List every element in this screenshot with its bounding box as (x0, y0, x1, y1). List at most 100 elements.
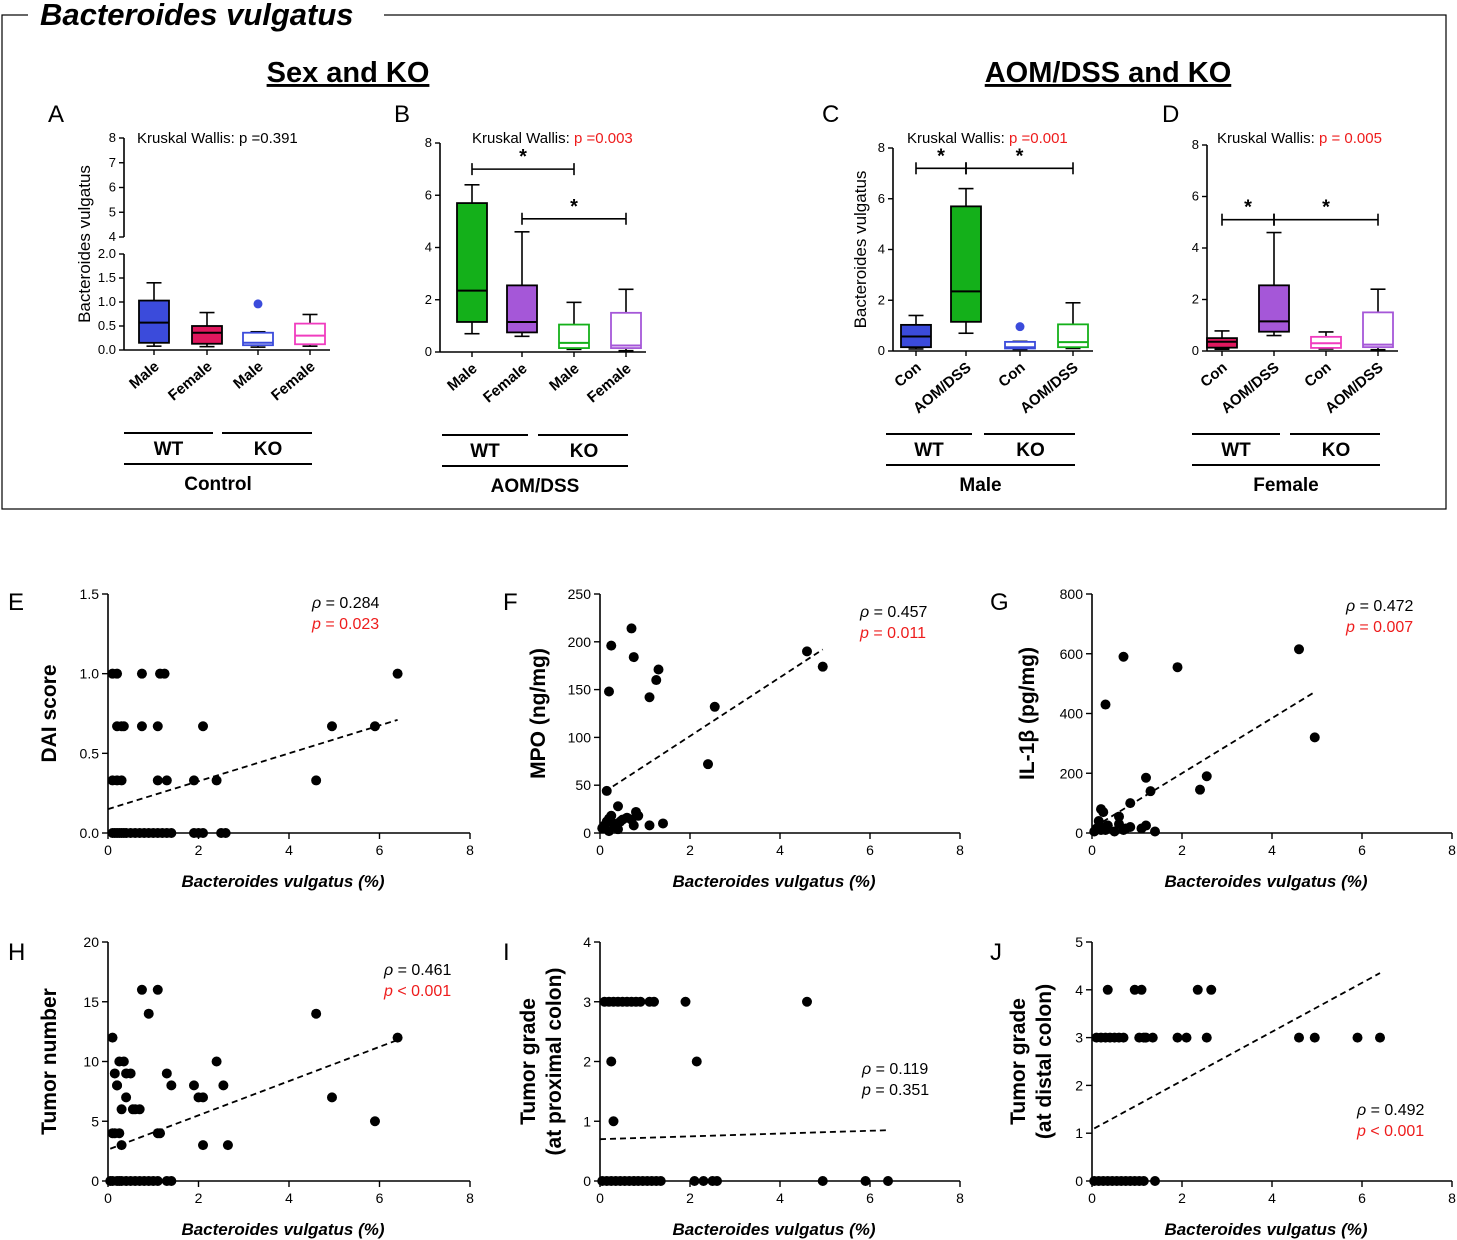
box-iqr (506, 284, 538, 334)
rho-number: = 0.461 (393, 962, 451, 979)
group-label-wt: WT (154, 439, 184, 460)
y-axis-label: IL-1β (pg/mg) (1016, 647, 1039, 780)
x-tick-label: 6 (376, 1190, 384, 1206)
y-axis-label-line: (at distal colon) (1033, 984, 1056, 1139)
rho-value: ρ = 0.284 (311, 595, 380, 612)
y-axis-label: Tumor number (38, 988, 61, 1135)
data-point (118, 721, 129, 732)
rho-symbol: ρ (861, 1061, 871, 1078)
y-tick-label: 200 (1060, 765, 1084, 781)
box-iqr (294, 322, 326, 346)
data-point (392, 668, 403, 679)
y-tick-label: 2 (878, 292, 885, 307)
data-point (311, 775, 322, 786)
data-point (658, 818, 668, 829)
panel-letter: B (394, 101, 410, 128)
p-symbol: p (1345, 619, 1355, 636)
rho-value: ρ = 0.457 (859, 604, 928, 621)
p-symbol: p (383, 983, 393, 1000)
y-tick-label: 0 (878, 343, 885, 358)
box-1 (900, 314, 932, 356)
p-value: p = 0.007 (1345, 619, 1413, 636)
data-point (1093, 816, 1104, 827)
data-point (1375, 1032, 1385, 1043)
x-tick-label: 2 (1178, 842, 1186, 858)
data-point (118, 1056, 129, 1067)
y-tick-label: 5 (1075, 934, 1083, 950)
y-tick-label: 100 (568, 729, 592, 745)
kw-prefix: Kruskal Wallis: (472, 130, 574, 147)
y-tick-label: 8 (425, 135, 432, 150)
x-tick-label: 8 (956, 842, 964, 858)
condition-label: Female (1253, 475, 1318, 496)
data-point (1294, 1032, 1304, 1043)
x-tick-label: 0 (596, 1190, 604, 1206)
data-point (1109, 826, 1120, 837)
data-point (1309, 732, 1320, 743)
y-tick-label: 800 (1060, 586, 1084, 602)
p-symbol: p (1356, 1123, 1366, 1140)
data-point (188, 1080, 199, 1091)
panel-j: J 0 2 4 6 8 0 1 2 3 4 5 Bacteroides vulgatus (%) Tumo… (990, 934, 1456, 1239)
box-iqr (1057, 323, 1089, 349)
data-point (628, 652, 639, 663)
box-outlier (253, 299, 263, 309)
data-point (1102, 984, 1113, 995)
significance-bracket: * (471, 146, 575, 176)
y-tick-label: 6 (878, 191, 885, 206)
y-tick-label: 15 (83, 994, 99, 1010)
data-point (1201, 1032, 1212, 1043)
data-point (116, 1140, 127, 1151)
data-point (155, 1128, 166, 1139)
y-tick-label: 3 (1075, 1030, 1083, 1046)
x-tick-label: 8 (1448, 1190, 1456, 1206)
x-tick-label: 8 (466, 842, 474, 858)
data-point (649, 996, 659, 1007)
rho-number: = 0.119 (871, 1061, 928, 1078)
panel-letter: E (8, 589, 24, 616)
data-point (1141, 820, 1151, 831)
data-point (161, 1068, 172, 1079)
rho-symbol: ρ (859, 604, 869, 621)
x-category-label: Male (230, 358, 266, 392)
y-tick-label: 1 (583, 1113, 591, 1129)
panel-letter: D (1162, 101, 1179, 128)
data-point (112, 1080, 123, 1091)
rho-number: = 0.457 (869, 604, 927, 621)
y-tick-label: 4 (583, 934, 591, 950)
box-1 (456, 184, 488, 357)
panel-h: H 0 2 4 6 8 0 5 10 15 20 Bacteroides vulgatus (%) Tu… (8, 934, 474, 1239)
group-label-ko: KO (570, 441, 599, 462)
data-point (626, 623, 637, 634)
x-category-label: AOM/DSS (1017, 359, 1082, 417)
data-point (392, 1032, 403, 1043)
p-symbol: p (859, 625, 869, 642)
p-number: < 0.001 (1366, 1123, 1424, 1140)
y-tick-label: 4 (878, 242, 885, 257)
y-tick-label: 4 (1192, 240, 1199, 255)
rho-value: ρ = 0.461 (383, 962, 452, 979)
x-tick-label: 2 (1178, 1190, 1186, 1206)
kw-p-value: p =0.391 (239, 130, 298, 147)
x-tick-label: 2 (195, 842, 203, 858)
x-tick-label: 2 (195, 1190, 203, 1206)
data-point (698, 1176, 709, 1186)
data-point (211, 1056, 222, 1067)
significance-bracket: * (1273, 197, 1379, 226)
data-point (613, 801, 623, 812)
data-point (1145, 786, 1156, 797)
regression-line (604, 648, 824, 793)
y-tick-label: 4 (1075, 982, 1083, 998)
box-iqr (1362, 311, 1394, 349)
panel-letter: G (990, 589, 1009, 616)
condition-label: Male (959, 475, 1001, 496)
box-2 (950, 187, 982, 356)
box-iqr (1206, 337, 1238, 349)
data-point (802, 646, 812, 657)
x-axis-label: Bacteroides vulgatus (%) (181, 872, 384, 891)
significance-star: * (1322, 197, 1330, 219)
y-tick-label: 0 (1192, 343, 1199, 358)
data-point (198, 828, 209, 838)
data-point (326, 1092, 337, 1103)
p-symbol: p (861, 1082, 871, 1099)
